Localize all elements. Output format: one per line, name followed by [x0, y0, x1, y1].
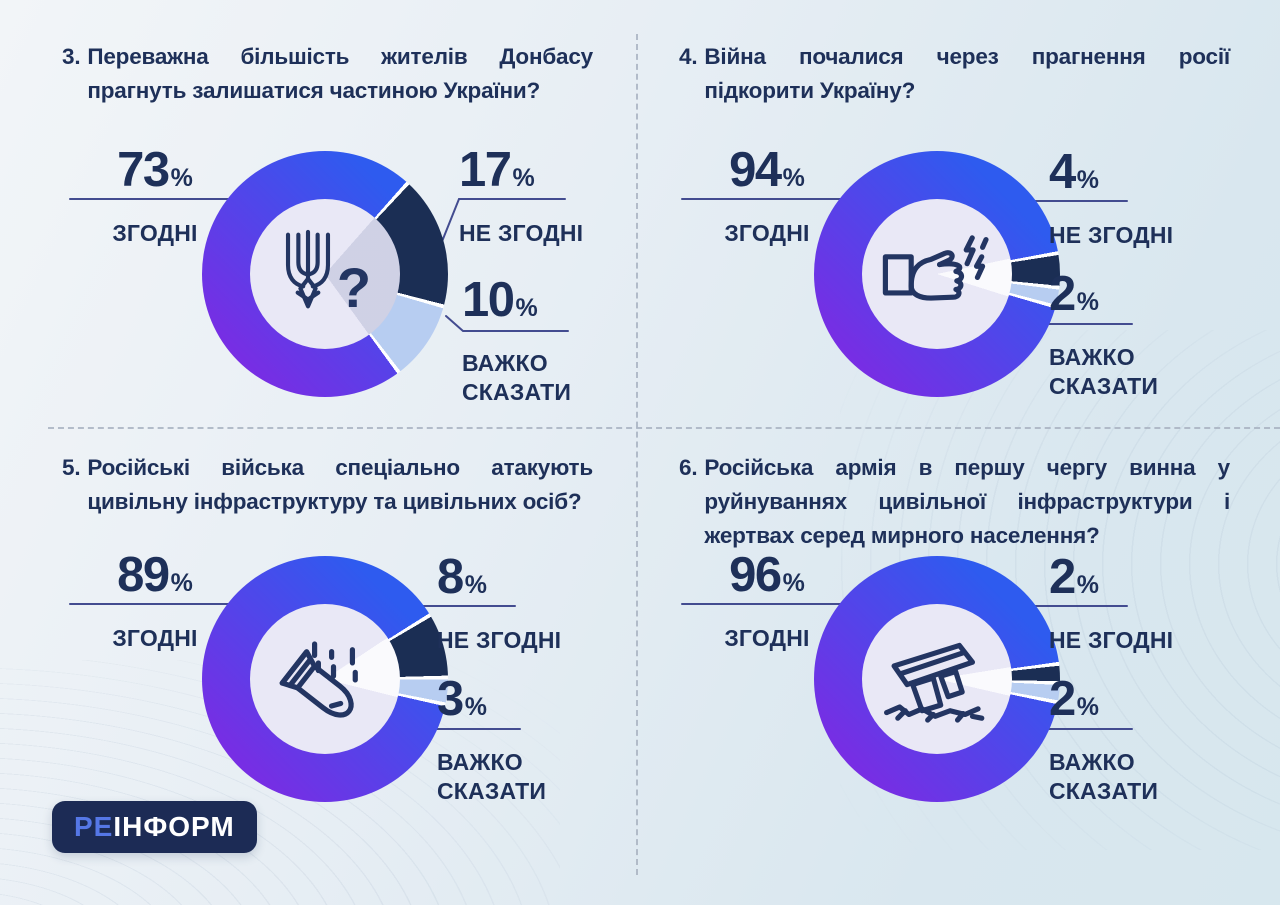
- question-text: Війна почалися через прагнення росії під…: [704, 44, 1230, 103]
- agree-caption: ЗГОДНІ: [112, 625, 198, 651]
- falling-bomb-icon: [267, 621, 383, 737]
- hard-caption: ВАЖКО СКАЗАТИ: [1049, 344, 1159, 399]
- disagree-label: 8% НЕ ЗГОДНІ: [437, 551, 561, 655]
- donut-hole: [250, 199, 400, 349]
- agree-caption: ЗГОДНІ: [112, 220, 198, 246]
- chart-panel-3: 3. Переважна більшість жителів Донбасу п…: [0, 0, 637, 427]
- fist-strike-icon: [879, 216, 995, 332]
- question-text: Російські війська спеціально атакують ци…: [87, 455, 593, 514]
- agree-value: 89: [117, 548, 170, 602]
- reinform-logo: РЕ ІНФОРМ: [52, 801, 257, 853]
- disagree-value: 2: [1049, 550, 1076, 604]
- disagree-caption: НЕ ЗГОДНІ: [459, 220, 584, 246]
- ruined-building-icon: [879, 621, 995, 737]
- question-4: 4. Війна почалися через прагнення росії …: [679, 40, 1230, 108]
- logo-text: ІНФОРМ: [113, 811, 235, 842]
- percent-sign: %: [464, 571, 487, 599]
- agree-value: 73: [117, 143, 170, 197]
- hard-caption: ВАЖКО СКАЗАТИ: [437, 749, 547, 804]
- hard-to-say-label: 2% ВАЖКО СКАЗАТИ: [1049, 673, 1199, 806]
- donut-hole: [250, 604, 400, 754]
- disagree-caption: НЕ ЗГОДНІ: [437, 627, 562, 653]
- agree-value: 94: [729, 143, 782, 197]
- question-text: Переважна більшість жителів Донбасу праг…: [87, 44, 593, 103]
- hard-value: 10: [462, 273, 515, 327]
- question-number: 3.: [62, 44, 81, 69]
- percent-sign: %: [515, 294, 538, 322]
- hard-caption: ВАЖКО СКАЗАТИ: [462, 350, 572, 405]
- disagree-value: 8: [437, 550, 464, 604]
- donut-chart-6: 96% ЗГОДНІ 2% НЕ ЗГОДНІ 2% ВАЖКО СКАЗАТИ: [637, 545, 1277, 845]
- hard-to-say-label: 3% ВАЖКО СКАЗАТИ: [437, 673, 587, 806]
- ukraine-trident-question-icon: ?: [267, 216, 383, 332]
- question-3: 3. Переважна більшість жителів Донбасу п…: [62, 40, 593, 108]
- chart-panel-4: 4. Війна почалися через прагнення росії …: [637, 0, 1280, 427]
- question-number: 5.: [62, 455, 81, 480]
- disagree-value: 17: [459, 143, 512, 197]
- percent-sign: %: [782, 164, 805, 192]
- agree-caption: ЗГОДНІ: [724, 625, 810, 651]
- disagree-value: 4: [1049, 145, 1076, 199]
- percent-sign: %: [464, 693, 487, 721]
- percent-sign: %: [512, 164, 535, 192]
- agree-label: 89% ЗГОДНІ: [65, 549, 245, 653]
- question-number: 4.: [679, 44, 698, 69]
- question-5: 5. Російські війська спеціально атакують…: [62, 451, 593, 519]
- disagree-caption: НЕ ЗГОДНІ: [1049, 627, 1174, 653]
- hard-value: 3: [437, 672, 464, 726]
- percent-sign: %: [1076, 571, 1099, 599]
- disagree-label: 17% НЕ ЗГОДНІ: [459, 144, 583, 248]
- chart-panel-5: 5. Російські війська спеціально атакують…: [0, 427, 637, 905]
- chart-panel-6: 6. Російська армія в першу чергу винна у…: [637, 427, 1280, 905]
- donut-chart-3: ? 73% ЗГОДНІ 17% НЕ ЗГОДНІ 10% ВАЖКО СКА…: [0, 140, 640, 440]
- question-text: Російська армія в першу чергу винна у ру…: [704, 455, 1230, 548]
- percent-sign: %: [1076, 166, 1099, 194]
- disagree-label: 2% НЕ ЗГОДНІ: [1049, 551, 1173, 655]
- percent-sign: %: [1076, 288, 1099, 316]
- agree-label: 96% ЗГОДНІ: [677, 549, 857, 653]
- donut-hole: [862, 199, 1012, 349]
- agree-label: 94% ЗГОДНІ: [677, 144, 857, 248]
- question-6: 6. Російська армія в першу чергу винна у…: [679, 451, 1230, 552]
- horizontal-dashed-divider: [48, 427, 1280, 429]
- hard-caption: ВАЖКО СКАЗАТИ: [1049, 749, 1159, 804]
- percent-sign: %: [782, 569, 805, 597]
- donut-hole: [862, 604, 1012, 754]
- logo-prefix: РЕ: [74, 811, 114, 842]
- percent-sign: %: [1076, 693, 1099, 721]
- vertical-dashed-divider: [636, 34, 638, 875]
- agree-caption: ЗГОДНІ: [724, 220, 810, 246]
- hard-to-say-label: 10% ВАЖКО СКАЗАТИ: [462, 274, 612, 407]
- hard-to-say-label: 2% ВАЖКО СКАЗАТИ: [1049, 268, 1199, 401]
- agree-value: 96: [729, 548, 782, 602]
- percent-sign: %: [170, 569, 193, 597]
- hard-value: 2: [1049, 267, 1076, 321]
- agree-label: 73% ЗГОДНІ: [65, 144, 245, 248]
- question-mark-glyph: ?: [336, 256, 372, 319]
- question-number: 6.: [679, 455, 698, 480]
- donut-chart-4: 94% ЗГОДНІ 4% НЕ ЗГОДНІ 2% ВАЖКО СКАЗАТИ: [637, 140, 1277, 440]
- donut-chart-5: 89% ЗГОДНІ 8% НЕ ЗГОДНІ 3% ВАЖКО СКАЗАТИ: [0, 545, 640, 845]
- hard-value: 2: [1049, 672, 1076, 726]
- percent-sign: %: [170, 164, 193, 192]
- disagree-caption: НЕ ЗГОДНІ: [1049, 222, 1174, 248]
- disagree-label: 4% НЕ ЗГОДНІ: [1049, 146, 1173, 250]
